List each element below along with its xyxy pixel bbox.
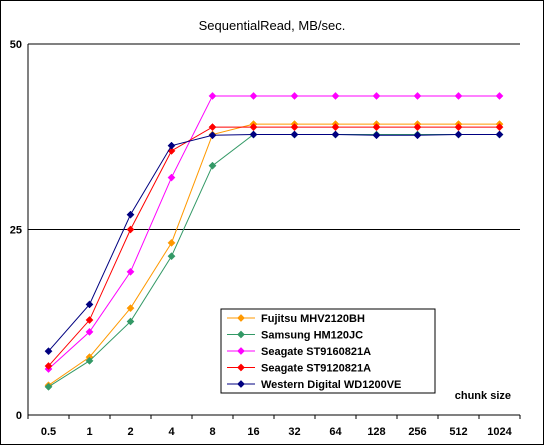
data-point	[290, 130, 299, 139]
data-point	[85, 356, 94, 365]
data-point	[126, 304, 135, 313]
data-point	[85, 300, 94, 309]
x-tick-label: 128	[367, 426, 385, 438]
legend-label: Seagate ST9160821A	[261, 346, 371, 358]
data-point	[413, 131, 422, 140]
series-layer	[44, 91, 504, 391]
data-point	[44, 382, 53, 391]
x-tick-label: 1	[86, 426, 92, 438]
chart-title: SequentialRead, MB/sec.	[199, 18, 346, 33]
legend-marker	[237, 363, 245, 372]
data-point	[167, 173, 176, 182]
y-tick-label: 25	[10, 225, 22, 237]
axes-layer: 0 25 50 0.5 1 2 4 8 16 32 64 128 256 512 1024	[10, 39, 521, 438]
x-axis-title: chunk size	[455, 390, 511, 402]
data-point	[167, 252, 176, 261]
data-point	[85, 316, 94, 324]
legend-marker	[237, 347, 245, 355]
x-tick-label: 512	[449, 426, 467, 438]
series-line	[48, 95, 500, 370]
data-point	[167, 141, 176, 150]
legend-marker	[237, 314, 245, 322]
data-point	[126, 210, 135, 219]
series-line	[48, 123, 500, 386]
series-seagate-st9160821a	[44, 91, 504, 373]
series-line	[48, 134, 500, 352]
legend-label: Seagate ST9120821A	[261, 363, 371, 375]
data-point	[454, 91, 463, 100]
x-tick-label: 256	[408, 426, 426, 438]
x-tick-label: 16	[247, 426, 259, 438]
legend-label: Fujitsu MHV2120BH	[261, 313, 365, 325]
data-point	[208, 131, 217, 140]
legend-label: Samsung HM120JC	[261, 330, 363, 342]
x-tick-label: 32	[288, 426, 300, 438]
data-point	[454, 130, 463, 139]
data-point	[249, 91, 258, 100]
data-point	[126, 317, 135, 326]
x-tick-label: 2	[127, 426, 133, 438]
data-point	[495, 130, 504, 139]
data-point	[126, 267, 135, 276]
data-point	[331, 91, 340, 100]
x-tick-label: 64	[329, 426, 342, 438]
data-point	[413, 91, 422, 100]
data-point	[372, 91, 381, 100]
data-point	[372, 123, 381, 132]
data-point	[44, 362, 53, 370]
x-tick-label: 1024	[487, 426, 512, 438]
data-point	[413, 123, 422, 132]
data-point	[495, 91, 504, 100]
legend-box	[220, 308, 436, 394]
legend: Fujitsu MHV2120BH Samsung HM120JC Seagate …	[220, 308, 436, 394]
legend-marker	[237, 380, 245, 388]
y-tick-label: 0	[16, 410, 22, 422]
data-point	[249, 130, 258, 139]
x-tick-label: 4	[168, 426, 175, 438]
data-point	[208, 91, 217, 100]
series-western-digital-wd1200ve	[44, 130, 504, 356]
legend-marker	[237, 330, 245, 339]
x-tick-label: 8	[209, 426, 215, 438]
data-point	[126, 225, 135, 234]
series-line	[48, 126, 500, 367]
y-tick-label: 50	[10, 39, 22, 51]
series-seagate-st9120821a	[44, 123, 504, 370]
data-point	[85, 327, 94, 336]
x-tick-label: 0.5	[41, 426, 56, 438]
data-point	[331, 130, 340, 139]
data-point	[372, 131, 381, 140]
grid-layer	[28, 43, 520, 230]
data-point	[44, 347, 53, 356]
data-point	[208, 161, 217, 170]
data-point	[208, 123, 217, 132]
data-point	[167, 238, 176, 247]
data-point	[290, 91, 299, 100]
legend-label: Western Digital WD1200VE	[261, 379, 401, 391]
